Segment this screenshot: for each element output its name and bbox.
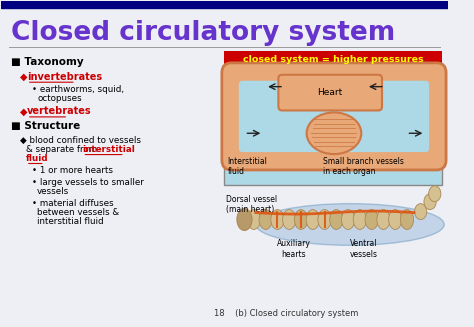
Ellipse shape (256, 204, 444, 245)
Text: • material diffuses: • material diffuses (32, 199, 113, 208)
Text: Dorsal vessel
(main heart): Dorsal vessel (main heart) (226, 195, 277, 214)
Text: ◆ blood confined to vessels: ◆ blood confined to vessels (20, 136, 141, 145)
Text: & separate from: & separate from (26, 145, 100, 154)
Ellipse shape (271, 210, 284, 230)
Ellipse shape (341, 210, 355, 230)
Text: closed system = higher pressures: closed system = higher pressures (243, 55, 423, 64)
Text: between vessels &: between vessels & (37, 208, 119, 216)
Ellipse shape (330, 210, 343, 230)
Text: Auxiliary
hearts: Auxiliary hearts (276, 239, 310, 259)
Text: ■ Structure: ■ Structure (11, 121, 80, 131)
Ellipse shape (415, 204, 427, 219)
Bar (224, 68, 442, 185)
Ellipse shape (401, 210, 414, 230)
Ellipse shape (307, 112, 361, 154)
Ellipse shape (377, 210, 390, 230)
Ellipse shape (259, 210, 272, 230)
Text: Interstitial
fluid: Interstitial fluid (228, 157, 267, 177)
Ellipse shape (353, 210, 366, 230)
Text: ◆: ◆ (20, 107, 28, 116)
Text: • large vessels to smaller: • large vessels to smaller (32, 178, 144, 187)
Ellipse shape (389, 210, 402, 230)
Text: ■ Taxonomy: ■ Taxonomy (11, 57, 83, 67)
Text: octopuses: octopuses (37, 94, 82, 103)
Text: 18    (b) Closed circulatory system: 18 (b) Closed circulatory system (214, 309, 359, 318)
Ellipse shape (247, 210, 261, 230)
Ellipse shape (318, 210, 331, 230)
Text: Closed circulatory system: Closed circulatory system (11, 20, 395, 46)
Bar (224, 51, 442, 68)
Ellipse shape (237, 209, 252, 231)
Ellipse shape (294, 210, 308, 230)
Text: vessels: vessels (37, 187, 69, 196)
FancyBboxPatch shape (239, 81, 429, 152)
Text: fluid: fluid (26, 154, 48, 163)
Ellipse shape (283, 210, 296, 230)
Text: • earthworms, squid,: • earthworms, squid, (32, 85, 124, 94)
Text: invertebrates: invertebrates (27, 72, 102, 82)
Text: vertebrates: vertebrates (27, 107, 91, 116)
Bar (1, 1, 448, 8)
FancyBboxPatch shape (278, 75, 382, 111)
FancyBboxPatch shape (222, 63, 446, 170)
Text: Small branch vessels
in each organ: Small branch vessels in each organ (323, 157, 403, 177)
Ellipse shape (306, 210, 319, 230)
Text: • 1 or more hearts: • 1 or more hearts (32, 166, 112, 175)
Ellipse shape (365, 210, 378, 230)
Text: interstitial: interstitial (82, 145, 135, 154)
Ellipse shape (424, 194, 436, 210)
Text: Ventral
vessels: Ventral vessels (350, 239, 378, 259)
Text: ◆: ◆ (20, 72, 28, 82)
Text: interstitial fluid: interstitial fluid (37, 216, 104, 226)
Ellipse shape (428, 186, 441, 202)
Text: Heart: Heart (318, 88, 343, 97)
